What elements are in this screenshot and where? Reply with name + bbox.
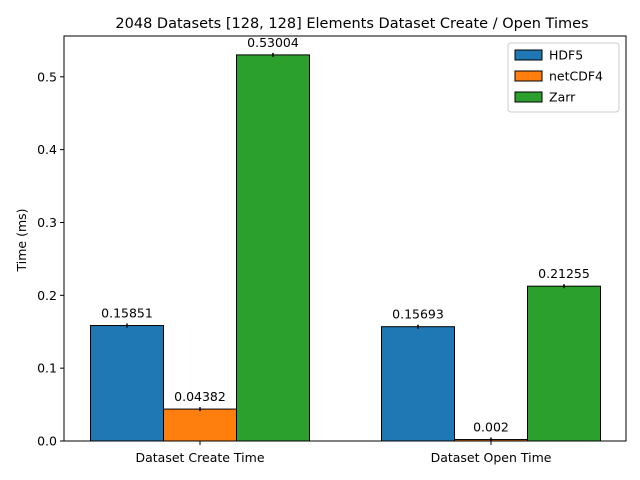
- bar-netcdf4: [163, 408, 237, 442]
- legend-label-zarr: Zarr: [549, 90, 576, 105]
- y-axis: 0.0 0.1 0.2 0.3 0.4 0.5: [37, 69, 64, 449]
- bar-hdf5: [381, 326, 455, 442]
- y-tick-label: 0.0: [37, 434, 57, 449]
- data-label-hdf5: 0.15693: [392, 307, 444, 322]
- data-label-netcdf4: 0.002: [473, 420, 509, 435]
- y-tick-label: 0.4: [37, 142, 57, 157]
- bar-zarr: [236, 54, 310, 442]
- data-label-zarr: 0.21255: [538, 266, 590, 281]
- data-labels-layer: 0.15851 0.15693 0.04382 0.002 0.53004 0.21255: [101, 35, 590, 435]
- legend-label-netcdf4: netCDF4: [549, 69, 603, 84]
- x-axis: Dataset Create Time Dataset Open Time: [135, 441, 552, 465]
- legend-swatch-zarr: [514, 91, 543, 103]
- y-tick-label: 0.5: [37, 69, 57, 84]
- x-tick-label: Dataset Create Time: [135, 450, 264, 465]
- legend-swatch-hdf5: [514, 49, 543, 61]
- bar-zarr: [527, 285, 601, 442]
- legend: HDF5 netCDF4 Zarr: [507, 42, 620, 113]
- legend-label-hdf5: HDF5: [549, 48, 583, 63]
- y-axis-label: Time (ms): [14, 208, 29, 272]
- data-label-netcdf4: 0.04382: [174, 389, 226, 404]
- data-label-hdf5: 0.15851: [101, 306, 153, 321]
- plot-frame: [63, 35, 627, 442]
- y-tick-label: 0.3: [37, 215, 57, 230]
- x-tick-label: Dataset Open Time: [431, 450, 552, 465]
- y-tick-label: 0.2: [37, 288, 57, 303]
- chart-title: 2048 Datasets [128, 128] Elements Datase…: [115, 16, 588, 32]
- data-label-zarr: 0.53004: [247, 35, 299, 50]
- legend-swatch-netcdf4: [514, 70, 543, 82]
- bar-hdf5: [90, 325, 164, 442]
- y-tick-label: 0.1: [37, 361, 57, 376]
